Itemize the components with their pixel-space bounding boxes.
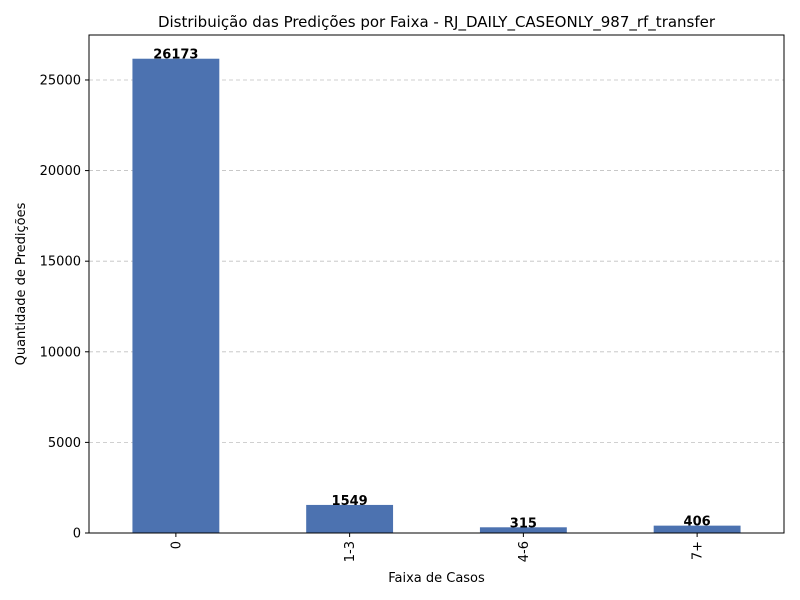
data-label: 26173 — [153, 48, 198, 63]
y-tick-label: 20000 — [40, 164, 81, 179]
x-tick-label: 0 — [169, 541, 184, 549]
x-axis-ticks: 0 1-3 4-6 7+ — [169, 533, 706, 562]
bars — [132, 58, 741, 533]
bar-7+ — [653, 525, 741, 533]
data-labels: 26173 1549 315 406 — [153, 48, 710, 532]
y-tick-label: 10000 — [40, 345, 81, 360]
y-axis-ticks: 0 5000 10000 15000 20000 25000 — [40, 73, 89, 542]
data-label: 1549 — [332, 494, 368, 509]
x-tick-label: 7+ — [691, 541, 706, 560]
x-axis-label: Faixa de Casos — [388, 571, 485, 586]
bar-0 — [132, 58, 220, 533]
y-tick-label: 15000 — [40, 255, 81, 270]
y-tick-label: 0 — [73, 527, 81, 542]
x-tick-label: 4-6 — [517, 541, 532, 562]
data-label: 406 — [684, 515, 711, 530]
chart-title: Distribuição das Predições por Faixa - R… — [158, 13, 716, 32]
y-tick-label: 25000 — [40, 73, 81, 88]
bar-1-3 — [306, 504, 394, 533]
x-tick-label: 1-3 — [343, 541, 358, 562]
plot-frame — [88, 34, 785, 534]
y-tick-label: 5000 — [48, 436, 81, 451]
y-axis-label: Quantidade de Predições — [14, 202, 29, 365]
data-label: 315 — [510, 516, 537, 531]
bar-4-6 — [479, 527, 567, 533]
